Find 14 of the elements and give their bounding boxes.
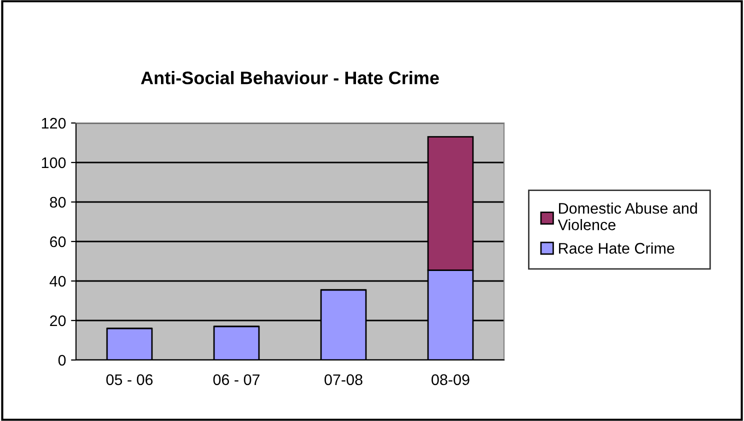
legend-label: Race Hate Crime <box>559 242 674 254</box>
legend-label: Domestic Abuse and Violence <box>558 202 697 230</box>
y-tick-label: 0 <box>58 354 66 366</box>
y-tick-label: 40 <box>50 276 66 287</box>
x-tick-label: 07-08 <box>324 374 362 386</box>
y-tick-label: 120 <box>42 118 66 129</box>
y-tick-label: 20 <box>50 315 66 326</box>
y-tick-label: 80 <box>50 196 66 208</box>
y-tick-label: 60 <box>50 236 66 248</box>
x-tick-label: 06 - 07 <box>213 374 260 386</box>
x-tick-label: 08-09 <box>432 374 470 386</box>
x-tick-label: 05 - 06 <box>106 374 153 386</box>
y-tick-label: 100 <box>42 157 66 168</box>
chart-title: Anti-Social Behaviour - Hate Crime <box>140 71 439 84</box>
